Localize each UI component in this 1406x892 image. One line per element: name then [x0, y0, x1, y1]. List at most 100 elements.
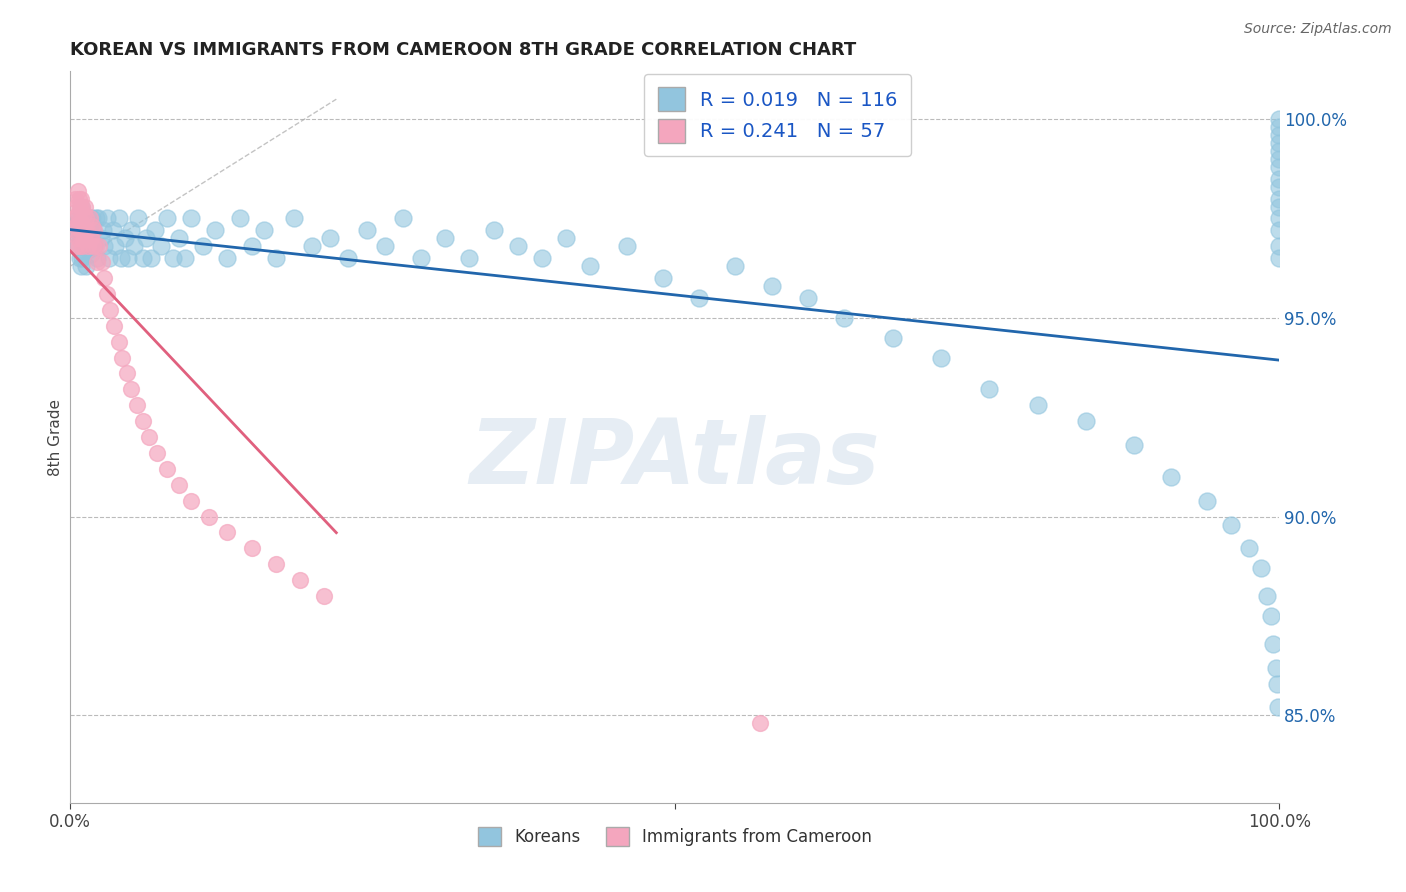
- Point: [1268, 128, 1291, 142]
- Point: [162, 251, 184, 265]
- Point: [66, 231, 89, 245]
- Point: [70, 200, 93, 214]
- Point: [75, 239, 97, 253]
- Point: [67, 192, 90, 206]
- Point: [65, 223, 87, 237]
- Point: [96, 287, 118, 301]
- Point: [748, 716, 770, 731]
- Point: [1264, 660, 1286, 674]
- Text: ZIPAtlas: ZIPAtlas: [470, 415, 880, 503]
- Point: [1268, 144, 1291, 158]
- Point: [103, 318, 125, 333]
- Point: [135, 231, 157, 245]
- Point: [117, 251, 139, 265]
- Point: [688, 291, 710, 305]
- Point: [82, 223, 104, 237]
- Point: [72, 231, 94, 245]
- Point: [83, 223, 105, 237]
- Point: [217, 525, 239, 540]
- Point: [63, 192, 86, 206]
- Point: [150, 239, 172, 253]
- Point: [96, 211, 118, 226]
- Point: [264, 558, 287, 572]
- Point: [65, 239, 87, 253]
- Point: [67, 239, 90, 253]
- Point: [90, 255, 112, 269]
- Point: [65, 219, 87, 234]
- Point: [70, 192, 93, 206]
- Point: [374, 239, 396, 253]
- Point: [72, 251, 94, 265]
- Point: [67, 215, 90, 229]
- Point: [240, 541, 263, 556]
- Point: [115, 367, 138, 381]
- Point: [143, 223, 166, 237]
- Point: [72, 223, 94, 237]
- Point: [80, 239, 103, 253]
- Point: [111, 351, 134, 365]
- Point: [1268, 211, 1291, 226]
- Point: [616, 239, 638, 253]
- Point: [72, 223, 94, 237]
- Point: [110, 251, 132, 265]
- Point: [114, 231, 136, 245]
- Point: [288, 573, 311, 587]
- Point: [337, 251, 360, 265]
- Point: [89, 239, 111, 253]
- Point: [79, 211, 101, 226]
- Point: [434, 231, 457, 245]
- Point: [198, 509, 221, 524]
- Point: [240, 239, 263, 253]
- Point: [204, 223, 226, 237]
- Point: [84, 239, 107, 253]
- Point: [1260, 609, 1282, 624]
- Point: [107, 334, 129, 349]
- Point: [80, 223, 103, 237]
- Point: [120, 383, 142, 397]
- Point: [146, 446, 169, 460]
- Point: [1268, 152, 1291, 166]
- Point: [1256, 589, 1278, 603]
- Point: [107, 211, 129, 226]
- Point: [1160, 470, 1182, 484]
- Point: [70, 215, 93, 229]
- Point: [482, 223, 505, 237]
- Point: [1268, 112, 1291, 126]
- Point: [93, 271, 115, 285]
- Point: [174, 251, 197, 265]
- Point: [87, 211, 110, 226]
- Point: [138, 430, 160, 444]
- Point: [80, 211, 103, 226]
- Point: [314, 589, 336, 603]
- Point: [80, 247, 103, 261]
- Point: [409, 251, 432, 265]
- Point: [66, 207, 89, 221]
- Point: [98, 251, 121, 265]
- Point: [65, 200, 87, 214]
- Point: [1268, 136, 1291, 150]
- Point: [72, 244, 94, 258]
- Point: [506, 239, 529, 253]
- Point: [264, 251, 287, 265]
- Point: [84, 211, 107, 226]
- Point: [1195, 493, 1218, 508]
- Point: [193, 239, 215, 253]
- Point: [86, 251, 108, 265]
- Point: [1239, 541, 1261, 556]
- Point: [253, 223, 276, 237]
- Point: [132, 414, 155, 428]
- Point: [1268, 239, 1291, 253]
- Point: [72, 211, 94, 226]
- Point: [1268, 200, 1291, 214]
- Point: [65, 239, 87, 253]
- Point: [530, 251, 553, 265]
- Point: [124, 239, 146, 253]
- Point: [1250, 561, 1272, 575]
- Point: [156, 462, 179, 476]
- Point: [79, 211, 101, 226]
- Point: [63, 211, 86, 226]
- Point: [69, 251, 91, 265]
- Point: [156, 211, 179, 226]
- Point: [77, 244, 100, 258]
- Point: [929, 351, 952, 365]
